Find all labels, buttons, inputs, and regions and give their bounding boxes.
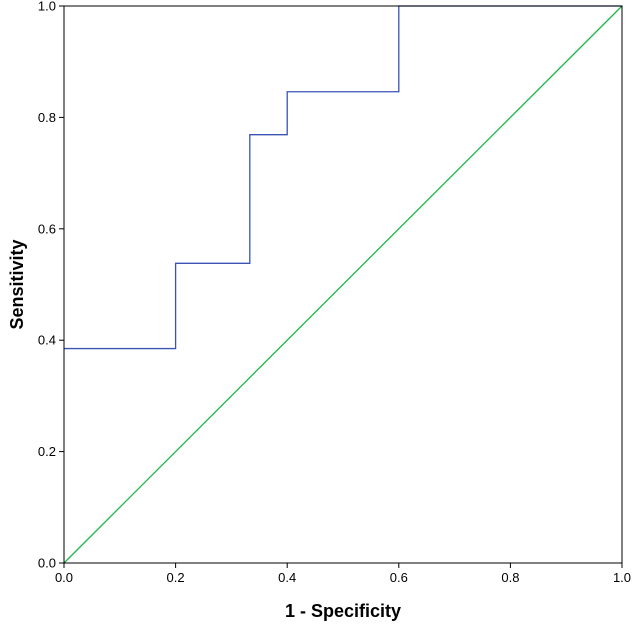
- x-tick-label: 1.0: [613, 570, 631, 585]
- reference-line: [63, 5, 623, 564]
- x-tick-label: 0.0: [55, 570, 73, 585]
- x-tick-label: 0.4: [278, 570, 296, 585]
- x-tick-label: 0.2: [167, 570, 185, 585]
- tick-layer: 0.0 0.2 0.4 0.6 0.8 1.0 0.0 0.2 0.4 0.6 0.8 1.0: [38, 0, 631, 585]
- roc-curve: [64, 5, 622, 350]
- x-tick-label: 0.6: [390, 570, 408, 585]
- y-tick-label: 0.2: [38, 444, 56, 459]
- y-axis-title: Sensitivity: [7, 239, 27, 329]
- y-tick-label: 0.0: [38, 556, 56, 571]
- y-tick-label: 0.6: [38, 221, 56, 236]
- plot-frame: [63, 5, 623, 564]
- x-axis-title: 1 - Specificity: [285, 601, 401, 621]
- series-layer: [63, 5, 623, 564]
- x-tick-label: 0.8: [501, 570, 519, 585]
- y-tick-label: 0.8: [38, 110, 56, 125]
- y-tick-label: 0.4: [38, 333, 56, 348]
- y-tick-label: 1.0: [38, 0, 56, 14]
